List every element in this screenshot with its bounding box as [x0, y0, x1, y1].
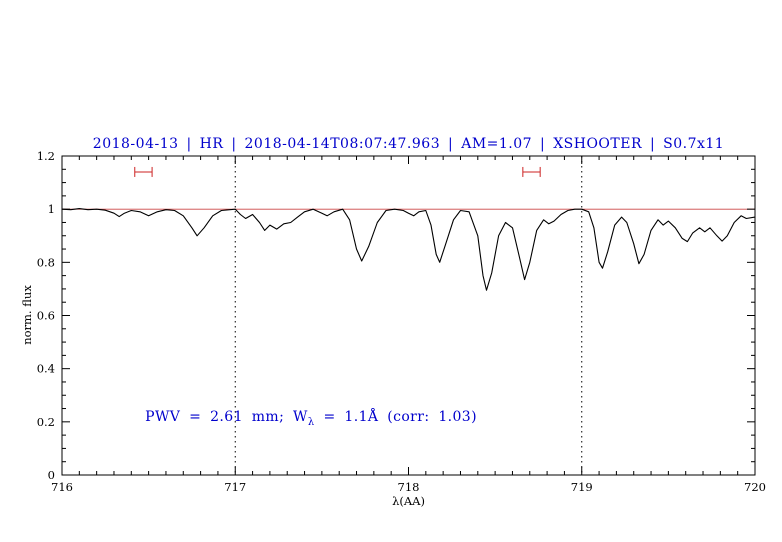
plot-title: 2018-04-13 | HR | 2018-04-14T08:07:47.96… [92, 136, 725, 152]
y-tick-label: 0 [48, 468, 55, 482]
spectrum-line [61, 208, 756, 291]
pwv-annotation-post: = 1.1Å (corr: 1.03) [314, 408, 477, 425]
y-tick-label: 1 [48, 202, 55, 216]
x-tick-label: 720 [744, 480, 766, 494]
x-tick-label: 716 [51, 480, 73, 494]
axes-frame [61, 155, 756, 476]
y-tick-label: 0.4 [37, 362, 55, 376]
y-tick-label: 0.2 [37, 415, 55, 429]
pwv-annotation-sub: λ [307, 416, 315, 428]
y-tick-label: 0.8 [37, 255, 55, 269]
y-tick-label: 1.2 [37, 149, 55, 163]
x-tick-label: 719 [571, 480, 593, 494]
pwv-annotation-pre: PWV = 2.61 mm; W [145, 408, 308, 425]
x-axis-label: λ(AA) [392, 494, 425, 508]
y-tick-label: 0.6 [37, 309, 55, 323]
x-tick-label: 718 [398, 480, 420, 494]
pwv-annotation: PWV = 2.61 mm; Wλ = 1.1Å (corr: 1.03) [145, 409, 477, 428]
x-tick-label: 717 [224, 480, 246, 494]
